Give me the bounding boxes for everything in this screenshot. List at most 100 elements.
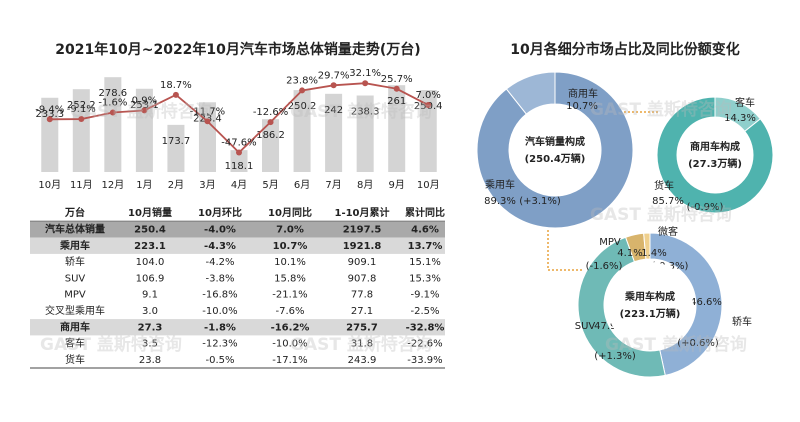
table-cell: -1.8% [204,322,236,333]
table-cell: -4.2% [205,257,234,268]
table-cell: 106.9 [136,273,165,284]
segment-name: 客车 [735,96,755,109]
line-marker [172,91,179,98]
donut-title: 乘用车构成 [624,290,675,303]
bar [419,90,437,172]
bar [388,85,406,172]
watermark: GAST 盖斯特咨询 [70,101,212,122]
table-cell: 15.3% [409,273,441,284]
table-cell: SUV [65,273,86,284]
table-cell: 907.8 [348,273,377,284]
segment-name: 轿车 [732,315,752,328]
donut-center [680,120,750,190]
line-marker [299,87,306,94]
watermark: GAST 盖斯特咨询 [290,334,432,355]
table-cell: -16.8% [202,290,237,301]
x-tick-label: 8月 [357,179,373,191]
table-cell: 27.3 [138,322,163,333]
table-cell: 货车 [65,353,85,366]
segment-name: 乘用车 [485,178,515,191]
segment-name: SUV [575,321,596,332]
segment-value: 1.4% [641,248,666,259]
table-cell: -10.0% [272,339,307,350]
bar-label: 186.2 [256,130,285,141]
table-header: 10月同比 [268,206,312,219]
segment-value: 10.7% [566,101,598,112]
x-tick-label: 11月 [70,179,93,191]
bar-label: 233.3 [35,109,64,120]
table-header: 10月销量 [128,206,172,219]
line-label: 0.9% [132,95,157,106]
donut-title: 汽车销量构成 [525,135,585,148]
x-tick-label: 3月 [199,179,215,191]
table-cell: -2.5% [410,306,439,317]
bar-label: 252.2 [67,100,96,111]
table-cell: -4.0% [204,224,236,235]
bar [356,95,374,172]
segment-value: 46.6% [690,297,722,308]
table-header: 10月环比 [198,206,242,219]
x-tick-label: 6月 [294,179,310,191]
line-label: -12.6% [253,107,288,118]
donut-segment [476,71,634,229]
segment-change: (-1.6%) [586,261,623,272]
table-cell: -3.8% [205,273,234,284]
table-cell: 汽车总体销量 [45,222,105,235]
x-tick-label: 7月 [325,179,341,191]
table-cell: -21.1% [272,290,307,301]
bar-label: 253.1 [130,100,159,111]
segment-name: MPV [599,237,621,248]
line-marker [204,118,211,125]
table-cell: -9.1% [410,290,439,301]
table-cell: 2197.5 [343,224,382,235]
x-tick-label: 5月 [262,179,278,191]
segment-change: (-0.9%) [687,202,724,213]
table-cell: 10.1% [274,257,306,268]
table-cell: 23.8 [139,355,161,366]
bar [262,119,280,172]
donut-subtitle: (27.3万辆) [688,157,742,170]
segment-name: 商用车 [568,87,598,100]
table-cell: -0.5% [205,355,234,366]
table-cell: 客车 [65,337,85,350]
table-cell: 223.1 [134,241,166,252]
bar-label: 118.1 [225,161,254,172]
donut-center [607,262,693,348]
table-cell: 13.7% [408,241,443,252]
bar [41,97,59,172]
table-cell: -7.6% [275,306,304,317]
table-cell: 15.1% [409,257,441,268]
donut-segment [505,71,556,115]
segment-value: 47.9% [594,321,626,332]
x-tick-label: 1月 [136,179,152,191]
line-marker [330,82,337,89]
segment-value: 89.3% [484,196,516,207]
table-cell: 10.7% [273,241,308,252]
line-label: -9.4% [35,104,64,115]
line-label: -11.7% [190,106,225,117]
line-label: -9.1% [67,104,96,115]
x-tick-label: 10月 [417,179,440,191]
bar [198,102,216,172]
table-cell: 77.8 [351,290,373,301]
donut-center [512,107,598,193]
bar [72,89,90,172]
segment-name: 货车 [654,179,674,192]
line-label: 32.1% [349,68,381,79]
table-cell: 7.0% [276,224,304,235]
segment-change: (-0.3%) [652,261,689,272]
line-label: 25.7% [381,74,413,85]
table-cell: 商用车 [60,320,90,333]
line-marker [393,85,400,92]
bar [230,150,248,172]
table-cell: 3.5 [142,339,158,350]
donut-title: 商用车构成 [690,140,740,153]
x-tick-label: 10月 [38,179,61,191]
table-cell: 交叉型乘用车 [45,304,105,317]
line-marker [141,107,148,114]
table-cell: 250.4 [134,224,166,235]
table-cell: -32.8% [406,322,445,333]
bar-label: 250.2 [288,101,317,112]
